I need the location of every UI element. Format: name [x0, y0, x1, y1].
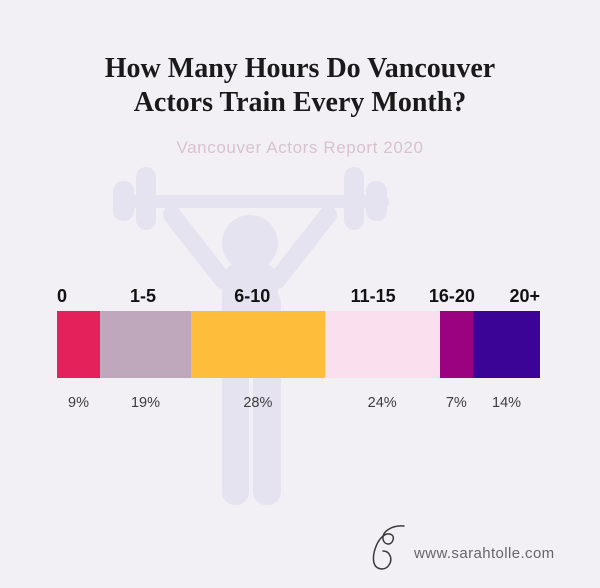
bar-segment-0	[57, 311, 101, 378]
page-title-line2: Actors Train Every Month?	[133, 87, 467, 118]
page-title: How Many Hours Do Vancouver Actors Train…	[0, 52, 600, 120]
bar-segment-20+	[473, 311, 540, 378]
website-text: www.sarahtolle.com	[414, 545, 555, 562]
bar-value-label: 9%	[68, 395, 89, 411]
bar-value-label: 24%	[367, 395, 397, 411]
stacked-bar	[57, 311, 540, 378]
bar-category-label: 6-10	[234, 286, 271, 306]
signature-icon	[372, 525, 405, 570]
bar-segment-11-15	[324, 311, 440, 378]
bar-value-label: 19%	[130, 395, 160, 411]
page-title-line1: How Many Hours Do Vancouver	[104, 53, 496, 84]
bar-segment-6-10	[190, 311, 325, 378]
bar-category-label: 11-15	[350, 286, 396, 306]
bar-category-label: 0	[57, 286, 68, 306]
bar-value-label: 14%	[492, 395, 522, 411]
bar-category-label: 20+	[509, 286, 541, 306]
bar-segment-16-20	[439, 311, 474, 378]
bar-category-label: 1-5	[130, 286, 157, 306]
bar-category-label: 16-20	[428, 286, 475, 306]
value-labels-row: 9% 19% 28% 24% 7% 14%	[57, 395, 540, 415]
page-subtitle: Vancouver Actors Report 2020	[176, 138, 424, 157]
bar-value-label: 7%	[445, 395, 467, 411]
bar-segment-1-5	[100, 311, 191, 378]
category-labels-row: 0 1-5 6-10 11-15 16-20 20+	[57, 283, 540, 307]
bar-value-label: 28%	[243, 395, 273, 411]
